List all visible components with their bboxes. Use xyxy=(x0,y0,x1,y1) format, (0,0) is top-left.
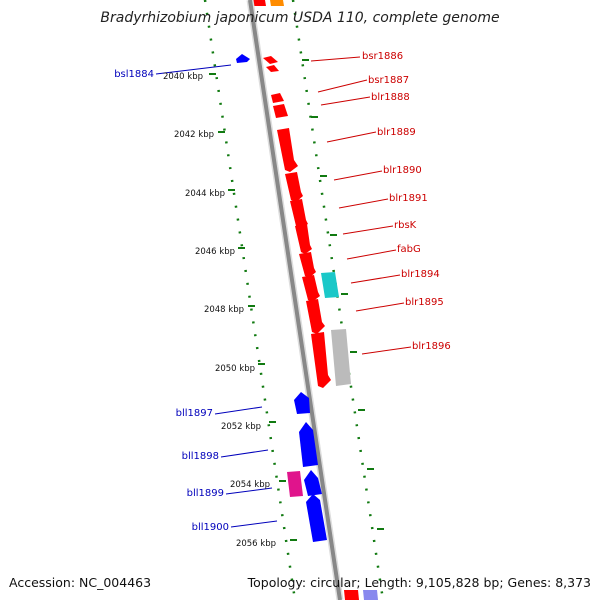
topology-text: Topology: circular; Length: 9,105,828 bp… xyxy=(247,575,591,590)
tick-label: 2054 kbp xyxy=(230,480,270,490)
tick-label: 2052 kbp xyxy=(221,422,261,432)
gene-bll1899[interactable] xyxy=(304,470,322,496)
gene-blr1888[interactable] xyxy=(271,93,284,103)
gene-rbsK[interactable] xyxy=(295,224,312,254)
gene-label-bsl1884[interactable]: bsl1884 xyxy=(114,69,154,80)
gene-blr1889[interactable] xyxy=(277,128,298,172)
gene-blr1891[interactable] xyxy=(290,199,308,228)
gene-label-bsr1887[interactable]: bsr1887 xyxy=(368,75,409,86)
gene-bll1897[interactable] xyxy=(294,392,310,414)
accession-text: Accession: NC_004463 xyxy=(9,575,151,590)
gene-bsr1887[interactable] xyxy=(266,65,279,72)
gene-blr1888b[interactable] xyxy=(273,104,288,118)
tick-label: 2056 kbp xyxy=(236,539,276,549)
gene-bll1898[interactable] xyxy=(299,422,318,467)
gene-label-bll1900[interactable]: bll1900 xyxy=(192,522,229,533)
tick-marks xyxy=(209,59,384,541)
forward-label-leaders xyxy=(310,56,412,355)
gene-label-blr1888[interactable]: blr1888 xyxy=(371,92,410,103)
gene-label-blr1894[interactable]: blr1894 xyxy=(401,269,440,280)
gene-label-bll1898[interactable]: bll1898 xyxy=(182,451,219,462)
rna-feature-cyan[interactable] xyxy=(321,272,339,298)
gene-label-blr1895[interactable]: blr1895 xyxy=(405,297,444,308)
scale-track-left xyxy=(203,0,297,600)
gene-label-rbsK[interactable]: rbsK xyxy=(394,220,417,231)
gene-blr1896[interactable] xyxy=(311,332,331,388)
gene-label-fabG[interactable]: fabG xyxy=(397,244,421,255)
gene-blr1890[interactable] xyxy=(285,172,303,202)
gene-label-blr1891[interactable]: blr1891 xyxy=(389,193,428,204)
gene-bsr1886[interactable] xyxy=(263,56,278,64)
tick-label: 2050 kbp xyxy=(215,364,255,374)
tick-label: 2040 kbp xyxy=(163,72,203,82)
gene-label-blr1890[interactable]: blr1890 xyxy=(383,165,422,176)
pseudo-feature-gray[interactable] xyxy=(331,329,351,386)
top-cropped-gene-orange[interactable] xyxy=(270,0,284,6)
gene-label-bll1897[interactable]: bll1897 xyxy=(176,408,213,419)
bottom-cropped-gene[interactable] xyxy=(344,590,359,600)
gene-label-bsr1886[interactable]: bsr1886 xyxy=(362,51,403,62)
bottom-cropped-gene-blue[interactable] xyxy=(363,590,378,600)
gene-fabG[interactable] xyxy=(299,252,316,278)
tick-label: 2048 kbp xyxy=(204,305,244,315)
tick-label: 2044 kbp xyxy=(185,189,225,199)
other-feature-magenta[interactable] xyxy=(287,471,303,497)
gene-label-blr1896[interactable]: blr1896 xyxy=(412,341,451,352)
top-cropped-gene[interactable] xyxy=(252,0,266,6)
tick-label: 2042 kbp xyxy=(174,130,214,140)
genome-backbone xyxy=(248,0,342,600)
reverse-label-leaders xyxy=(155,64,278,528)
gene-bsl1884[interactable] xyxy=(236,54,250,63)
tick-label: 2046 kbp xyxy=(195,247,235,257)
gene-label-blr1889[interactable]: blr1889 xyxy=(377,127,416,138)
gene-label-bll1899[interactable]: bll1899 xyxy=(187,488,224,499)
map-title: Bradyrhizobium japonicum USDA 110, compl… xyxy=(100,10,499,26)
scale-track-right xyxy=(291,0,385,600)
gene-blr1894[interactable] xyxy=(302,275,320,302)
gene-blr1895[interactable] xyxy=(306,299,325,334)
gene-bll1900[interactable] xyxy=(306,494,327,542)
